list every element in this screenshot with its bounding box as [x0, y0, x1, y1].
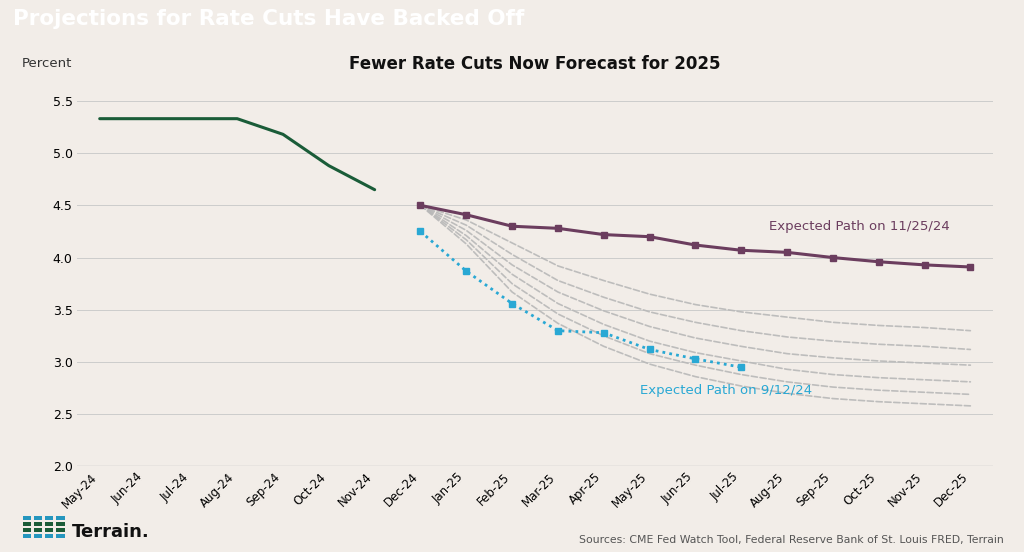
Text: Percent: Percent [22, 57, 72, 71]
Text: Sources: CME Fed Watch Tool, Federal Reserve Bank of St. Louis FRED, Terrain: Sources: CME Fed Watch Tool, Federal Res… [579, 535, 1004, 545]
Text: Expected Path on 9/12/24: Expected Path on 9/12/24 [640, 384, 813, 397]
Title: Fewer Rate Cuts Now Forecast for 2025: Fewer Rate Cuts Now Forecast for 2025 [349, 55, 721, 73]
Text: Terrain.: Terrain. [72, 523, 150, 540]
Text: Expected Path on 11/25/24: Expected Path on 11/25/24 [769, 220, 949, 233]
Text: Projections for Rate Cuts Have Backed Off: Projections for Rate Cuts Have Backed Of… [13, 9, 524, 29]
